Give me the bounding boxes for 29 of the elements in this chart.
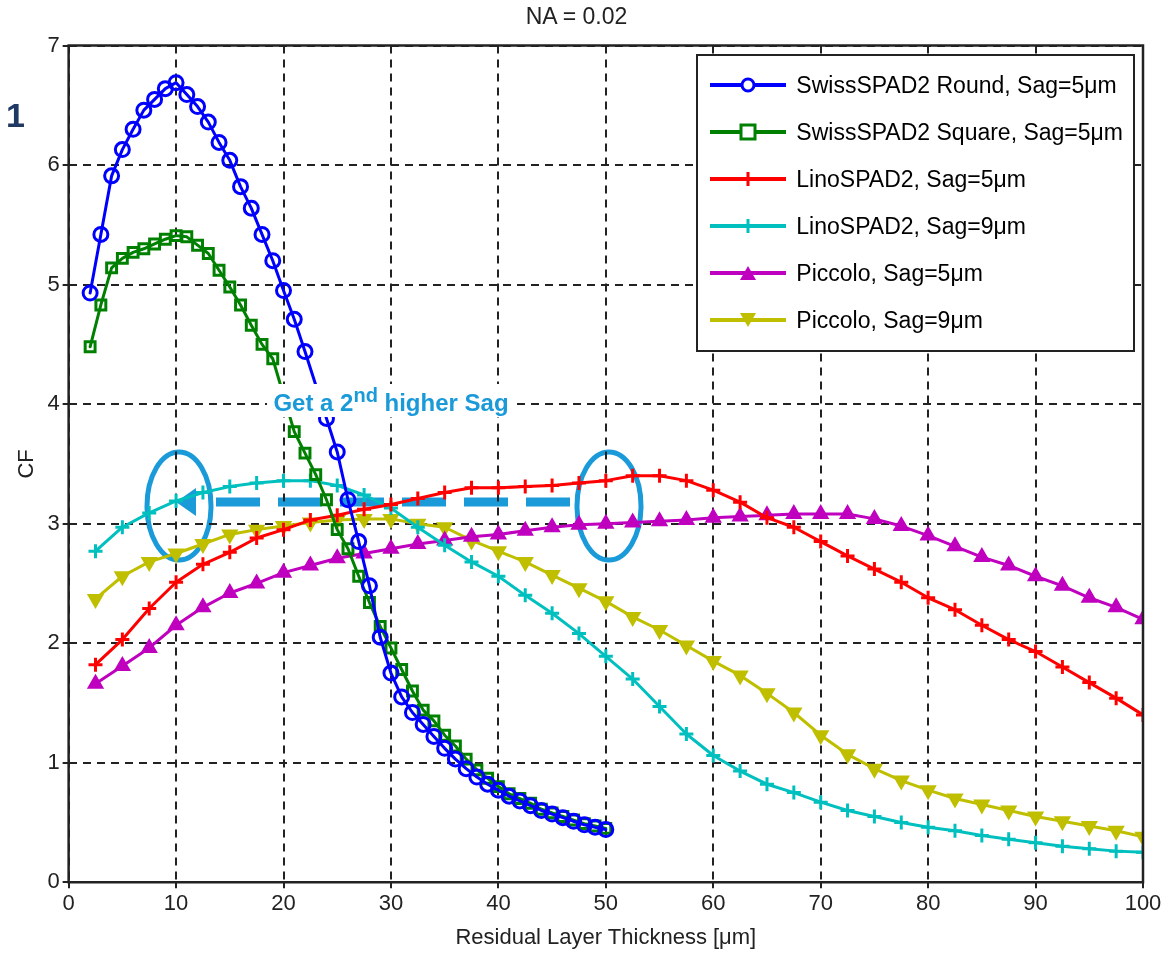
x-axis-title: Residual Layer Thickness [μm] — [455, 923, 757, 949]
legend-label: LinoSPAD2, Sag=9μm — [796, 212, 1026, 240]
y-tick-label: 4 — [47, 390, 60, 416]
legend-label: LinoSPAD2, Sag=5μm — [796, 165, 1026, 193]
legend-label: Piccolo, Sag=9μm — [796, 306, 983, 334]
x-tick-label: 40 — [486, 890, 511, 916]
x-tick-label: 90 — [1023, 890, 1048, 916]
x-tick-label: 80 — [915, 890, 941, 916]
text: 1 — [6, 95, 25, 135]
y-tick-label: 1 — [47, 748, 60, 774]
annotation: Get a 2$^{nd}$ higher Sag — [267, 384, 515, 418]
legend-label: SwissSPAD2 Round, Sag=5μm — [796, 71, 1117, 99]
y-tick-label: 3 — [47, 509, 60, 535]
x-tick-label: 100 — [1124, 890, 1162, 916]
y-tick-label: 6 — [47, 151, 60, 177]
y-tick-label: 5 — [47, 270, 60, 296]
y-tick-label: 0 — [47, 868, 60, 894]
x-tick-label: 70 — [808, 890, 833, 916]
y-axis-title: CF — [13, 449, 39, 479]
x-tick-label: 60 — [701, 890, 726, 916]
y-tick-label: 7 — [47, 31, 60, 57]
x-tick-label: 20 — [271, 890, 296, 916]
legend-label: Piccolo, Sag=5μm — [796, 259, 983, 287]
x-tick-label: 50 — [593, 890, 619, 916]
x-tick-label: 10 — [163, 890, 189, 916]
x-tick-label: 30 — [378, 890, 404, 916]
chart-title: NA = 0.02 — [525, 3, 628, 30]
y-tick-label: 2 — [47, 629, 60, 655]
legend-label: SwissSPAD2 Square, Sag=5μm — [796, 118, 1123, 146]
